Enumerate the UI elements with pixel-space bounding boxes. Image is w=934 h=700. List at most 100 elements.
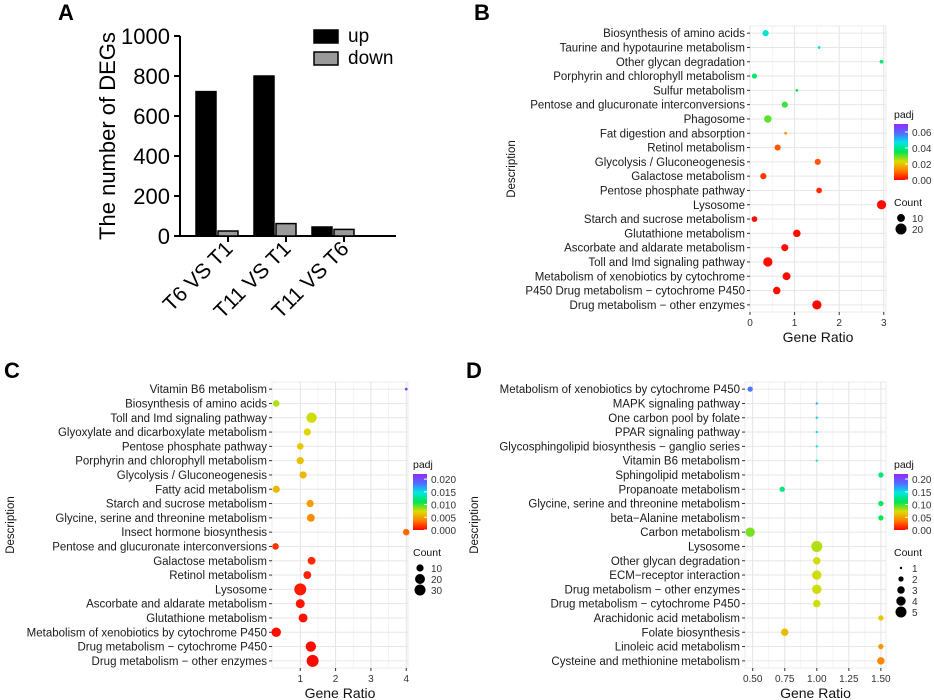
- size-legend-label: 10: [912, 214, 924, 225]
- term-label: PPAR signaling pathway: [615, 427, 740, 439]
- term-label: Drug metabolism − other enzymes: [92, 656, 268, 668]
- term-label: Arachidonic acid metabolism: [594, 613, 740, 625]
- dot-toll-and-imd-signaling-pathway: [763, 257, 773, 267]
- legend-label-down: down: [348, 48, 393, 69]
- term-label: Propanoate metabolism: [619, 484, 740, 496]
- color-bar-tick-label: 0.06: [912, 128, 932, 139]
- term-label: Starch and sucrose metabolism: [584, 214, 745, 226]
- term-label: One carbon pool by folate: [608, 413, 740, 425]
- term-label: Glyoxylate and dicarboxylate metabolism: [58, 427, 267, 439]
- term-label: Glycolysis / Gluconeogenesis: [117, 470, 267, 482]
- dot-biosynthesis-of-amino-acids: [762, 30, 769, 37]
- dot-retinol-metabolism: [774, 144, 781, 151]
- term-label: Sulfur metabolism: [653, 85, 745, 97]
- term-label: Retinol metabolism: [647, 143, 745, 155]
- dot-glycosphingolipid-biosynthesis-ganglio-series: [815, 445, 818, 448]
- legend-swatch-down: [313, 51, 339, 66]
- panel-c-dot-plot: 1 2 3 4 Vitamin B6 metabolism Biosynthesis of…: [5, 381, 456, 700]
- y-tick-label: 800: [133, 64, 170, 89]
- panel-letter-b: B: [474, 0, 490, 25]
- x-tick-label: 1: [297, 674, 303, 685]
- term-label: Folate biosynthesis: [642, 627, 741, 639]
- color-bar-tick-label: 0.15: [912, 488, 932, 499]
- color-bar: [413, 474, 427, 530]
- term-label: Fat digestion and absorption: [600, 128, 745, 140]
- term-label: beta−Alanine metabolism: [611, 513, 740, 525]
- term-label: Porphyrin and chlorophyll metabolism: [75, 456, 267, 468]
- term-label: MAPK signaling pathway: [613, 398, 740, 410]
- term-label: Porphyrin and chlorophyll metabolism: [553, 71, 745, 83]
- term-label: Metabolism of xenobiotics by cytochrome …: [27, 627, 267, 639]
- term-label: Drug metabolism − other enzymes: [565, 584, 741, 596]
- dot-lysosome: [811, 540, 823, 552]
- term-label: Ascorbate and aldarate metabolism: [86, 599, 267, 611]
- dot-toll-and-imd-signaling-pathway: [306, 412, 317, 423]
- term-label: Cysteine and methionine metabolism: [551, 656, 740, 668]
- term-label: Toll and Imd signaling pathway: [588, 257, 745, 269]
- dot-metabolism-of-xenobiotics-by-cytochrome: [782, 272, 791, 281]
- dot-carbon-metabolism: [745, 527, 755, 537]
- term-label: Other glycan degradation: [611, 556, 740, 568]
- legend-swatch-up: [313, 29, 339, 44]
- term-label: Glycosphingolipid biosynthesis − ganglio…: [499, 441, 740, 453]
- x-axis-label: Gene Ratio: [780, 685, 851, 700]
- dot-biosynthesis-of-amino-acids: [272, 400, 280, 407]
- term-label: Lysosome: [688, 541, 740, 553]
- term-label: Galactose metabolism: [153, 556, 267, 568]
- plot-panel: [271, 381, 409, 669]
- term-label: Pentose and glucuronate interconversions: [52, 541, 267, 553]
- term-label: Glycolysis / Gluconeogenesis: [595, 157, 745, 169]
- x-tick-label: 0.50: [743, 674, 763, 685]
- size-legend-label: 10: [431, 564, 443, 575]
- dot-arachidonic-acid-metabolism: [878, 615, 884, 621]
- x-tick-label: 1.25: [839, 674, 859, 685]
- size-legend-dot: [414, 584, 426, 596]
- term-label: Sphingolipid metabolism: [615, 470, 740, 482]
- dot-beta-alanine-metabolism: [878, 515, 884, 521]
- term-label: Metabolism of xenobiotics by cytochrome …: [500, 384, 740, 396]
- term-label: Starch and sucrose metabolism: [106, 499, 267, 511]
- term-label: Ascorbate and aldarate metabolism: [564, 243, 745, 255]
- dot-p450-drug-metabolism-cytochrome-p450: [772, 286, 781, 295]
- term-label: P450 Drug metabolism − cytochrome P450: [525, 286, 745, 298]
- x-tick-label: 0.75: [775, 674, 795, 685]
- y-axis-label: Description: [469, 496, 481, 554]
- dot-other-glycan-degradation: [813, 557, 821, 565]
- dot-glyoxylate-and-dicarboxylate-metabolism: [303, 428, 311, 436]
- dot-glycine-serine-and-threonine-metabolism: [878, 500, 884, 507]
- dot-drug-metabolism-other-enzymes: [306, 654, 319, 667]
- term-label: Biosynthesis of amino acids: [603, 28, 745, 40]
- term-label: Phagosome: [684, 114, 745, 126]
- size-legend-title: Count: [894, 547, 922, 559]
- dot-retinol-metabolism: [303, 571, 312, 579]
- dot-lysosome: [876, 200, 887, 210]
- term-label: Metabolism of xenobiotics by cytochrome: [535, 271, 745, 283]
- term-label: Drug metabolism − other enzymes: [570, 300, 746, 312]
- dot-glycolysis-gluconeogenesis: [814, 158, 821, 165]
- dot-insect-hormone-biosynthesis: [402, 528, 410, 536]
- color-legend-title: padj: [894, 459, 914, 471]
- color-bar-tick-label: 0.015: [431, 488, 456, 499]
- bar-t6-vs-t1-up: [195, 90, 217, 237]
- color-bar-tick-label: 0.005: [431, 513, 456, 524]
- x-axis-label: Gene Ratio: [783, 329, 854, 345]
- dot-drug-metabolism-cytochrome-p450: [813, 599, 821, 608]
- term-label: Glutathione metabolism: [146, 613, 267, 625]
- x-tick-label: 3: [368, 674, 374, 685]
- term-label: Pentose phosphate pathway: [600, 185, 745, 197]
- dot-pentose-and-glucuronate-interconversions: [781, 101, 788, 108]
- dot-sulfur-metabolism: [795, 88, 799, 92]
- dot-ascorbate-and-aldarate-metabolism: [295, 599, 305, 609]
- size-legend-label: 1: [912, 564, 918, 575]
- dot-mapk-signaling-pathway: [815, 402, 818, 405]
- color-bar-tick-label: 0.020: [431, 475, 456, 486]
- color-bar-tick-label: 0.20: [912, 475, 932, 486]
- size-legend-label: 20: [431, 575, 443, 586]
- term-label: Drug metabolism − cytochrome P450: [550, 599, 740, 611]
- x-tick-label: 2: [333, 674, 339, 685]
- dot-starch-and-sucrose-metabolism: [751, 216, 758, 222]
- size-legend-dot: [895, 223, 907, 235]
- dot-phagosome: [764, 115, 772, 123]
- term-label: Galactose metabolism: [631, 171, 745, 183]
